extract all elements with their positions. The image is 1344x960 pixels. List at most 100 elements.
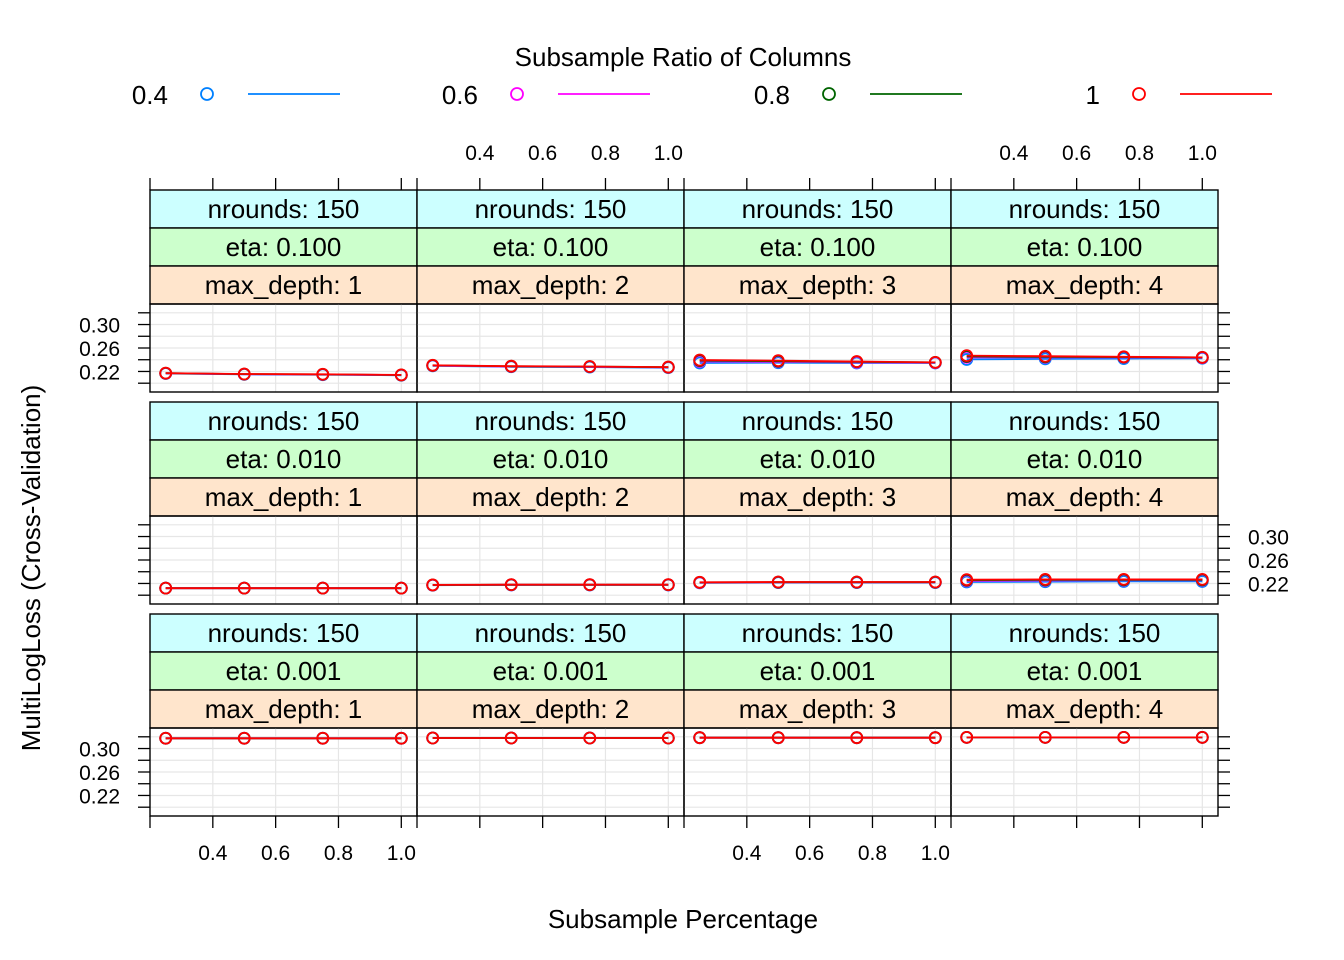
data-point	[693, 353, 707, 367]
x-tick-label: 0.4	[999, 142, 1029, 165]
legend-label: 0.8	[754, 80, 790, 110]
series-group	[693, 353, 942, 370]
series-group	[960, 349, 1209, 366]
series-group	[426, 358, 675, 375]
strip-label: nrounds: 150	[208, 618, 360, 648]
data-point	[504, 578, 518, 592]
data-point	[960, 573, 974, 587]
strip-nrounds	[950, 401, 1219, 441]
series-line-1	[165, 372, 402, 376]
strip-label: max_depth: 1	[205, 270, 363, 300]
strip-eta	[683, 227, 952, 267]
strip-nrounds	[149, 189, 418, 229]
legend-label: 0.4	[132, 80, 168, 110]
strip-label: eta: 0.010	[493, 444, 609, 474]
strip-max-depth	[950, 689, 1219, 729]
strip-label: nrounds: 150	[1009, 618, 1161, 648]
data-point	[583, 360, 597, 373]
axes: 0.4 0.6 0.8 1.0 0.4 0.6 0.8 1.0 0.4 0.6 0.8 1.0 0.4 0…	[79, 142, 1289, 865]
strip-label: max_depth: 2	[472, 482, 630, 512]
series-line-0-4	[966, 357, 1203, 361]
data-point	[159, 366, 173, 380]
data-point	[928, 575, 942, 589]
series-line-1	[432, 364, 669, 368]
strip-eta	[683, 439, 952, 479]
y-tick-label: 0.22	[79, 785, 120, 808]
data-point	[693, 731, 707, 745]
panel: nrounds: 150 eta: 0.001 max_depth: 2	[416, 613, 685, 817]
strip-nrounds	[683, 401, 952, 441]
strip-nrounds	[683, 613, 952, 653]
data-point	[1117, 730, 1131, 744]
data-point	[237, 367, 251, 381]
strip-max-depth	[149, 265, 418, 305]
strip-label: eta: 0.100	[493, 232, 609, 262]
legend-marker	[200, 87, 214, 101]
strip-nrounds	[416, 613, 685, 653]
panel: nrounds: 150 eta: 0.100 max_depth: 1	[149, 189, 418, 393]
series-line-1	[966, 354, 1203, 359]
data-point	[1117, 350, 1131, 364]
data-point	[1195, 350, 1209, 364]
legend-entry: 1	[1086, 80, 1272, 110]
strip-label: nrounds: 150	[742, 194, 894, 224]
strip-label: max_depth: 3	[739, 694, 897, 724]
legend-marker	[510, 87, 524, 101]
x-tick-label: 0.6	[261, 842, 290, 865]
legend-label: 0.6	[442, 80, 478, 110]
strip-label: max_depth: 2	[472, 270, 630, 300]
panel: nrounds: 150 eta: 0.100 max_depth: 3	[683, 189, 952, 393]
strip-label: max_depth: 2	[472, 694, 630, 724]
y-tick-label: 0.26	[79, 762, 120, 785]
legend-entry: 0.8	[754, 80, 962, 110]
strip-label: eta: 0.001	[1027, 656, 1143, 686]
data-point	[426, 731, 440, 745]
data-point	[316, 731, 330, 745]
data-point	[960, 730, 974, 744]
strip-label: nrounds: 150	[1009, 406, 1161, 436]
strip-label: nrounds: 150	[742, 406, 894, 436]
data-point	[928, 731, 942, 745]
series-group	[159, 581, 408, 595]
data-point	[237, 731, 251, 745]
x-tick-label: 1.0	[387, 842, 416, 865]
legend-entry: 0.4	[132, 80, 340, 110]
y-tick-label: 0.30	[79, 739, 120, 762]
legend-title: Subsample Ratio of Columns	[515, 42, 852, 72]
strip-label: nrounds: 150	[208, 194, 360, 224]
data-point	[1038, 730, 1052, 744]
series-group	[426, 731, 675, 745]
data-point	[771, 575, 785, 589]
x-tick-label: 1.0	[654, 142, 683, 165]
legend-entry: 0.6	[442, 80, 650, 110]
series-line-0-4	[966, 580, 1203, 583]
x-tick-label: 0.6	[795, 842, 824, 865]
series-group	[693, 731, 942, 745]
data-point	[394, 581, 408, 595]
strip-label: eta: 0.001	[493, 656, 609, 686]
strip-nrounds	[149, 401, 418, 441]
strip-label: eta: 0.010	[1027, 444, 1143, 474]
series-group	[693, 575, 942, 590]
strip-label: nrounds: 150	[475, 618, 627, 648]
data-point	[661, 578, 675, 592]
x-tick-label: 1.0	[921, 842, 950, 865]
strip-eta	[950, 651, 1219, 691]
panel: nrounds: 150 eta: 0.010 max_depth: 2	[416, 401, 685, 605]
y-axis-label: MultiLogLoss (Cross-Validation)	[16, 385, 46, 752]
data-point	[661, 731, 675, 745]
y-tick-label: 0.30	[1248, 527, 1289, 550]
y-tick-label: 0.22	[79, 361, 120, 384]
data-point	[1038, 349, 1052, 363]
x-tick-label: 0.8	[858, 842, 887, 865]
data-point	[394, 731, 408, 745]
series-group	[960, 572, 1209, 589]
data-point	[583, 731, 597, 745]
legend-label: 1	[1086, 80, 1100, 110]
strip-label: nrounds: 150	[208, 406, 360, 436]
y-tick-label: 0.26	[79, 338, 120, 361]
strip-max-depth	[149, 689, 418, 729]
x-axis-label: Subsample Percentage	[548, 904, 818, 934]
strip-label: max_depth: 4	[1006, 270, 1164, 300]
